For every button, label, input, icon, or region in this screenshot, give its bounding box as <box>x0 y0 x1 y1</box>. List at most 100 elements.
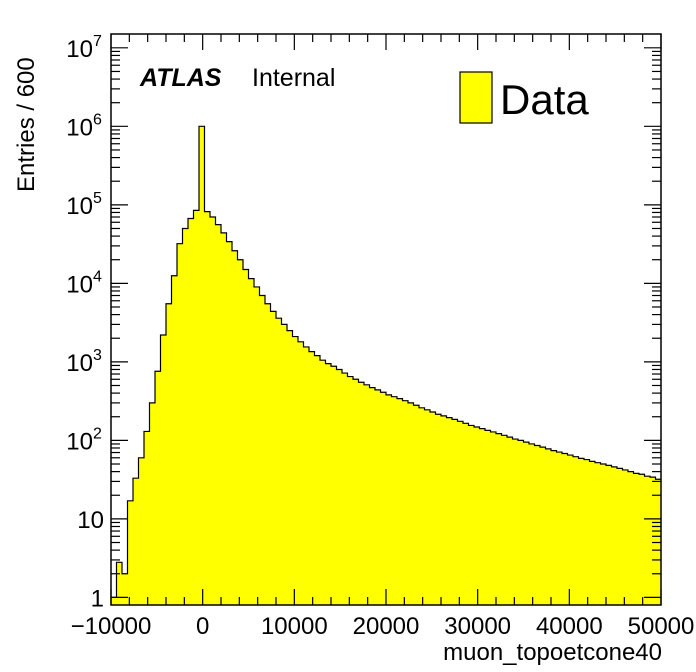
histogram-bar <box>523 442 530 605</box>
histogram-bar <box>177 243 183 605</box>
histogram-bar <box>309 351 315 605</box>
histogram-bar <box>287 330 293 605</box>
y-tick-label: 10 <box>66 36 93 63</box>
histogram-bar <box>419 407 425 605</box>
x-axis-label: muon_topoetcone40 <box>443 639 662 666</box>
x-axis-ticks: −10000 0 10000 20000 30000 40000 50000 <box>71 34 695 640</box>
x-tick-label: 30000 <box>444 613 511 640</box>
histogram-bar <box>628 471 634 605</box>
histogram-bar <box>336 369 343 605</box>
atlas-label: ATLAS <box>139 64 222 92</box>
histogram-bar <box>468 425 475 605</box>
histogram-bar <box>600 464 607 605</box>
histogram-bar <box>276 318 282 605</box>
histogram-bar <box>221 232 227 605</box>
histogram-bar <box>413 405 420 605</box>
histogram-bar <box>138 457 145 605</box>
histogram-bar <box>446 417 453 605</box>
histogram-bar <box>441 415 447 605</box>
histogram-bar <box>567 455 574 605</box>
histogram-bar <box>160 334 167 605</box>
y-tick-label: 10 <box>77 507 104 534</box>
histogram-bar <box>364 384 370 605</box>
histogram-bar <box>237 259 244 605</box>
histogram-bar <box>430 411 436 605</box>
histogram-bar <box>507 437 513 605</box>
y-tick-exponent: 4 <box>93 268 102 285</box>
y-tick-exponent: 3 <box>93 347 102 364</box>
histogram-bar <box>386 394 392 605</box>
histogram-bar <box>166 303 172 605</box>
histogram-bar <box>331 366 337 605</box>
histogram-bar <box>259 295 266 605</box>
histogram-bar <box>375 389 381 605</box>
histogram-bar <box>281 324 288 605</box>
histogram-bar <box>551 450 557 605</box>
histogram-bar <box>650 477 656 605</box>
x-tick-label: 20000 <box>353 613 420 640</box>
histogram-bar <box>435 414 442 605</box>
x-tick-label: 40000 <box>536 613 603 640</box>
histogram-bar <box>589 461 596 605</box>
histogram-bar <box>320 360 326 605</box>
histogram-bar <box>474 427 480 605</box>
histogram-bar <box>534 445 541 605</box>
histogram-bar <box>232 250 238 605</box>
histogram-bar <box>485 430 491 605</box>
histogram-bar <box>479 428 486 605</box>
histogram-bar <box>639 474 645 605</box>
histogram-bar <box>199 126 205 605</box>
histogram-bar <box>193 210 200 605</box>
histogram-bar <box>391 396 398 605</box>
y-tick-label: 10 <box>66 350 93 377</box>
histogram-bar <box>210 217 216 605</box>
histogram-bar <box>298 341 304 605</box>
histogram-bar <box>490 431 497 605</box>
histogram-bar <box>127 500 134 605</box>
legend-label-data: Data <box>500 76 589 123</box>
histogram-bar <box>265 303 271 605</box>
histogram-bar <box>501 435 508 605</box>
histogram-bar <box>606 465 612 605</box>
histogram-bar <box>402 400 409 605</box>
histogram-bar <box>529 443 535 605</box>
histogram-bar <box>397 398 403 605</box>
x-tick-label: 50000 <box>628 613 695 640</box>
y-tick-label: 10 <box>66 114 93 141</box>
histogram-bar <box>358 382 365 605</box>
histogram-bar <box>182 228 189 606</box>
x-tick-label: 10000 <box>261 613 328 640</box>
histogram-bar <box>562 453 568 605</box>
histogram-bar <box>155 371 161 605</box>
y-tick-label: 10 <box>66 428 93 455</box>
y-tick-exponent: 2 <box>93 425 102 442</box>
histogram-bar <box>226 241 233 605</box>
histogram-bar <box>314 355 321 605</box>
histogram-bar <box>270 311 277 605</box>
histogram-bar <box>457 421 464 605</box>
histogram-bar <box>188 218 194 605</box>
histogram-bar <box>325 363 332 605</box>
x-tick-label: 0 <box>196 613 209 640</box>
histogram-bar <box>116 562 123 605</box>
histogram-bar <box>573 456 579 605</box>
histogram-bar <box>617 468 623 605</box>
histogram-bar <box>133 478 139 605</box>
histogram-bar <box>512 439 519 605</box>
histogram-bar <box>303 346 310 605</box>
y-tick-exponent: 5 <box>93 190 102 207</box>
y-tick-label: 10 <box>66 271 93 298</box>
histogram-bar <box>215 224 222 606</box>
histogram-bar <box>540 447 546 605</box>
histogram-bar <box>347 376 354 605</box>
histogram-bar <box>204 211 211 606</box>
histogram-bar <box>644 476 651 605</box>
legend-swatch-data <box>459 71 493 124</box>
histogram-bar <box>292 336 299 605</box>
histogram-bar <box>556 452 563 605</box>
histogram-bar <box>584 459 590 605</box>
histogram-bar <box>122 573 128 605</box>
histogram-bar <box>463 423 469 605</box>
histogram-bar <box>171 275 178 605</box>
